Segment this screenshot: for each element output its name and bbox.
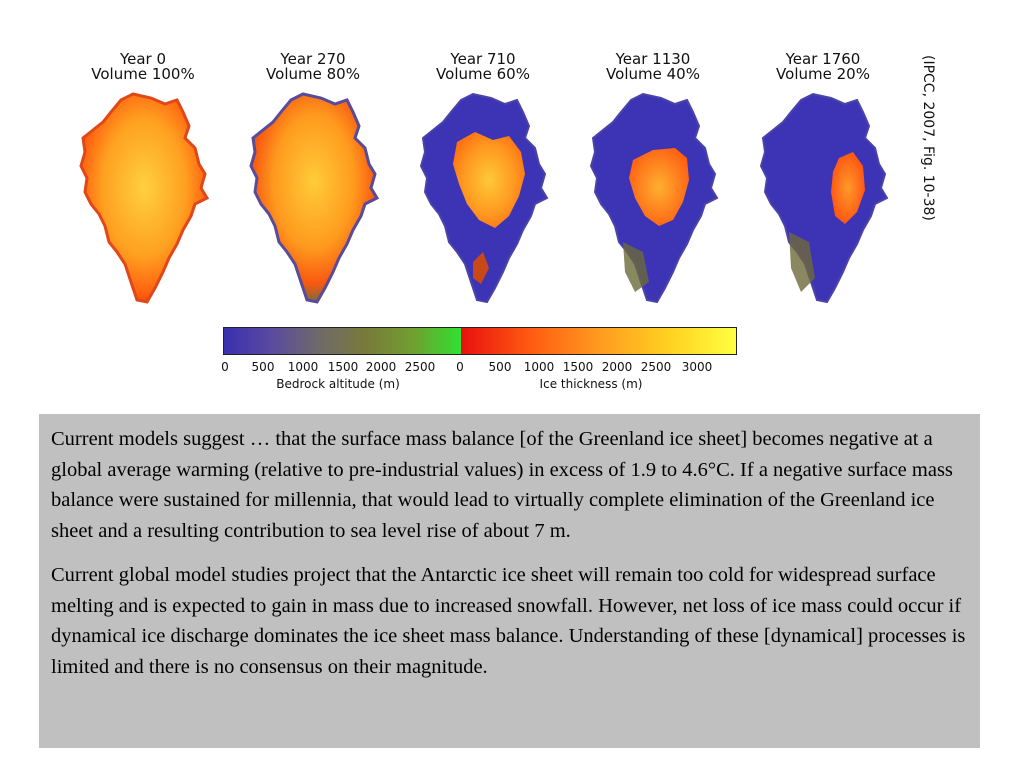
bedrock-axis-label: Bedrock altitude (m)	[276, 377, 400, 391]
panel-year-1130: Year 1130 Volume 40%	[578, 52, 728, 312]
panel-title: Year 1760 Volume 20%	[748, 52, 898, 82]
bedrock-highland-shape	[623, 242, 649, 292]
ice-tick: 500	[488, 360, 512, 374]
paragraph-antarctic: Current global model studies project tha…	[51, 564, 966, 678]
ice-tick: 1500	[562, 360, 594, 374]
bedrock-tick: 0	[221, 360, 229, 374]
panel-year-label: Year 1130	[615, 50, 691, 68]
colorbar	[223, 327, 737, 355]
panel-volume-label: Volume 60%	[436, 65, 530, 83]
bedrock-tick: 2500	[404, 360, 436, 374]
panel-year-1760: Year 1760 Volume 20%	[748, 52, 898, 312]
panel-volume-label: Volume 20%	[776, 65, 870, 83]
ice-sheet-shape	[831, 152, 865, 224]
bedrock-tick: 1500	[327, 360, 359, 374]
ice-axis-label: Ice thickness (m)	[539, 377, 643, 391]
panel-year-0: Year 0 Volume 100%	[68, 52, 218, 312]
ice-tick: 1000	[523, 360, 555, 374]
panel-year-270: Year 270 Volume 80%	[238, 52, 388, 312]
ice-remnant-shape	[473, 252, 489, 284]
paragraph-greenland: Current models suggest … that the surfac…	[51, 428, 953, 542]
ice-tick: 2500	[640, 360, 672, 374]
ice-tick: 2000	[601, 360, 633, 374]
bedrock-tick: 2000	[365, 360, 397, 374]
panel-volume-label: Volume 100%	[91, 65, 195, 83]
greenland-map-year-270	[249, 92, 380, 304]
panel-year-label: Year 710	[450, 50, 516, 68]
greenland-map-year-1760	[759, 92, 889, 304]
bedrock-tick: 1000	[287, 360, 319, 374]
ice-tick: 0	[456, 360, 464, 374]
colorbar-bedrock-segment	[224, 328, 461, 354]
greenland-map-year-710	[419, 92, 549, 304]
ice-sheet-shape	[79, 92, 210, 304]
bedrock-highland-shape	[789, 232, 815, 292]
panel-year-label: Year 270	[280, 50, 346, 68]
greenland-map-year-0	[79, 92, 210, 304]
ice-sheet-shape	[249, 92, 380, 304]
panel-volume-label: Volume 40%	[606, 65, 700, 83]
ice-tick: 3000	[681, 360, 713, 374]
ice-sheet-shape	[453, 132, 525, 228]
colorbar-ice-segment	[461, 328, 736, 354]
panel-title: Year 270 Volume 80%	[238, 52, 388, 82]
panel-year-label: Year 1760	[785, 50, 861, 68]
panel-title: Year 710 Volume 60%	[408, 52, 558, 82]
bedrock-tick: 500	[251, 360, 275, 374]
panel-title: Year 0 Volume 100%	[68, 52, 218, 82]
greenland-map-year-1130	[589, 92, 719, 304]
panel-title: Year 1130 Volume 40%	[578, 52, 728, 82]
citation-text: (IPCC, 2007, Fig. 10-38)	[920, 55, 936, 221]
bedrock-shape	[759, 92, 889, 304]
panel-year-710: Year 710 Volume 60%	[408, 52, 558, 312]
citation: (IPCC, 2007, Fig. 10-38)	[918, 55, 938, 255]
quote-text-box: Current models suggest … that the surfac…	[39, 414, 980, 748]
ice-sheet-shape	[629, 148, 689, 226]
greenland-ice-figure: Year 0 Volume 100% Year 270 Volume 80%	[68, 52, 938, 391]
panel-volume-label: Volume 80%	[266, 65, 360, 83]
panel-year-label: Year 0	[119, 50, 167, 68]
